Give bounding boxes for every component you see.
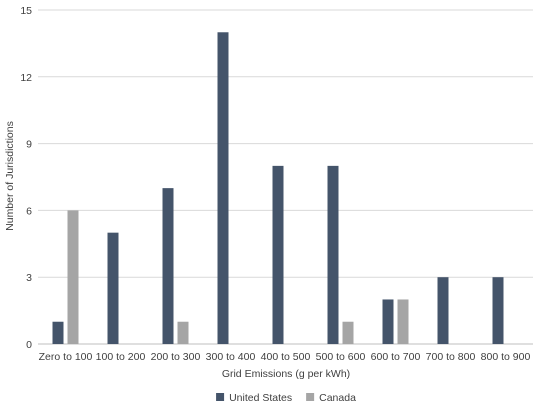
x-tick-label: 700 to 800 [426,351,476,363]
bar-united-states-8 [492,277,504,344]
bars [52,32,504,345]
x-axis-ticks: Zero to 100 100 to 200 200 to 300 300 to 40… [39,351,531,363]
legend-swatch-united-states [216,393,225,401]
legend: United States Canada [216,392,356,404]
x-tick-label: 300 to 400 [206,351,256,363]
bar-united-states-1 [107,232,119,344]
y-axis-ticks: 0 3 6 9 12 15 [20,5,32,351]
bar-united-states-7 [437,277,449,344]
bar-united-states-5 [327,165,339,344]
x-tick-label: 400 to 500 [261,351,311,363]
x-tick-label: 600 to 700 [371,351,421,363]
bar-canada-2 [177,321,189,344]
gridlines [38,9,533,345]
legend-label: Canada [319,392,356,404]
y-tick-label: 15 [20,5,32,17]
legend-swatch-canada [306,393,315,401]
y-tick-label: 12 [20,72,32,84]
bar-united-states-2 [162,188,174,344]
x-tick-label: Zero to 100 [39,351,93,363]
bar-united-states-0 [52,321,64,344]
x-tick-label: 800 to 900 [481,351,531,363]
y-tick-label: 6 [26,205,32,217]
bar-canada-0 [67,210,79,344]
bar-canada-5 [342,321,354,344]
bar-united-states-6 [382,299,394,344]
x-axis-title: Grid Emissions (g per kWh) [222,368,350,380]
y-tick-label: 3 [26,272,32,284]
x-tick-label: 100 to 200 [96,351,146,363]
y-tick-label: 0 [26,339,32,351]
bar-united-states-3 [217,32,229,345]
x-tick-label: 200 to 300 [151,351,201,363]
y-axis-title: Number of Jurisdictions [4,121,16,231]
x-tick-label: 500 to 600 [316,351,366,363]
legend-label: United States [229,392,292,404]
y-tick-label: 9 [26,139,32,151]
bar-united-states-4 [272,165,284,344]
bar-canada-6 [397,299,409,344]
